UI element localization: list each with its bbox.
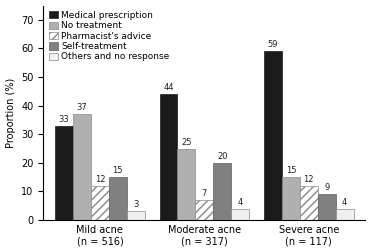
Text: 4: 4	[237, 198, 243, 207]
Text: 15: 15	[112, 166, 123, 175]
Bar	[213, 163, 231, 220]
Bar	[55, 126, 73, 220]
Text: 12: 12	[95, 175, 105, 184]
Legend: Medical prescription, No treatment, Pharmacist's advice, Self-treatment, Others : Medical prescription, No treatment, Phar…	[48, 10, 170, 62]
Text: 33: 33	[59, 115, 69, 124]
Bar	[127, 211, 145, 220]
Text: 44: 44	[163, 83, 174, 92]
Bar	[109, 177, 127, 220]
Text: 20: 20	[217, 152, 227, 161]
Bar	[160, 94, 177, 220]
Bar	[231, 209, 249, 220]
Text: 59: 59	[268, 40, 278, 49]
Bar	[318, 194, 336, 220]
Text: 12: 12	[303, 175, 314, 184]
Y-axis label: Proportion (%): Proportion (%)	[6, 78, 16, 148]
Bar	[177, 148, 196, 220]
Text: 15: 15	[286, 166, 296, 175]
Bar	[264, 51, 282, 220]
Text: 7: 7	[202, 189, 207, 198]
Bar	[91, 186, 109, 220]
Text: 37: 37	[77, 103, 88, 112]
Bar	[282, 177, 300, 220]
Bar	[300, 186, 318, 220]
Text: 4: 4	[342, 198, 347, 207]
Text: 25: 25	[181, 138, 192, 146]
Bar	[73, 114, 91, 220]
Text: 3: 3	[133, 200, 138, 209]
Bar	[336, 209, 354, 220]
Text: 9: 9	[324, 183, 329, 192]
Bar	[196, 200, 213, 220]
